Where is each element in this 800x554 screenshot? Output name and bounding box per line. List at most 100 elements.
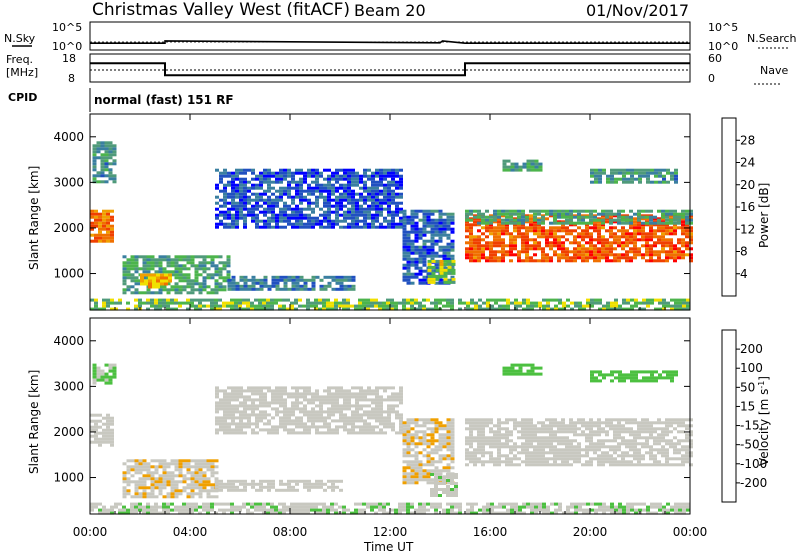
scatter-cell (287, 431, 291, 435)
scatter-cell (573, 241, 577, 245)
scatter-cell (689, 221, 693, 225)
scatter-cell (162, 465, 167, 469)
scatter-cell (90, 233, 94, 237)
scatter-cell (605, 439, 609, 443)
scatter-cell (617, 256, 621, 260)
scatter-cell (343, 183, 347, 187)
scatter-cell (637, 421, 641, 425)
scatter-cell (259, 183, 263, 187)
scatter-cell (593, 209, 597, 213)
scatter-cell (271, 425, 275, 429)
scatter-cell (387, 407, 391, 411)
scatter-cell (307, 410, 311, 414)
scatter-cell (295, 275, 300, 279)
scatter-cell (182, 459, 187, 463)
scatter-cell (359, 174, 363, 178)
scatter-cell (681, 226, 685, 230)
scatter-cell (363, 198, 367, 202)
scatter-cell (489, 226, 493, 230)
scatter-cell (665, 250, 669, 254)
scatter-cell (561, 439, 565, 443)
scatter-cell (250, 304, 254, 308)
scatter-cell (239, 416, 243, 420)
scatter-cell (210, 288, 215, 292)
scatter-cell (530, 168, 535, 172)
scatter-cell (355, 225, 359, 229)
scatter-cell (521, 421, 525, 425)
scatter-cell (379, 198, 383, 202)
scatter-cell (601, 463, 605, 467)
scatter-cell (347, 278, 352, 282)
scatter-cell (363, 180, 367, 184)
scatter-cell (142, 301, 146, 305)
scatter-cell (327, 386, 331, 390)
scatter-cell (601, 454, 605, 458)
scatter-cell (642, 174, 646, 178)
scatter-cell (150, 304, 154, 308)
scatter-cell (267, 488, 271, 492)
scatter-cell (605, 250, 609, 254)
scatter-cell (435, 277, 440, 281)
scatter-cell (481, 244, 485, 248)
scatter-cell (410, 281, 415, 285)
scatter-cell (391, 395, 395, 399)
scatter-cell (92, 159, 97, 163)
scatter-cell (239, 395, 243, 399)
scatter-cell (166, 264, 171, 268)
scatter-cell (489, 436, 493, 440)
scatter-cell (130, 480, 135, 484)
scatter-cell (168, 273, 172, 277)
scatter-cell (422, 421, 427, 425)
scatter-cell (311, 168, 315, 172)
scatter-cell (633, 430, 637, 434)
scatter-cell (541, 235, 545, 239)
scatter-cell (399, 413, 403, 417)
scatter-cell (418, 424, 423, 428)
scatter-cell (182, 465, 187, 469)
scatter-cell (625, 418, 629, 422)
scatter-cell (649, 215, 653, 219)
scatter-cell (673, 209, 677, 213)
scatter-cell (505, 460, 509, 464)
scatter-cell (142, 258, 147, 262)
scatter-cell (231, 485, 235, 489)
scatter-cell (198, 298, 202, 302)
scatter-cell (549, 448, 553, 452)
scatter-cell (414, 307, 418, 311)
scatter-cell (414, 251, 419, 255)
scatter-cell (94, 440, 98, 444)
scatter-cell (489, 439, 493, 443)
scatter-cell (255, 207, 259, 211)
scatter-cell (573, 215, 577, 219)
scatter-cell (291, 180, 295, 184)
scatter-cell (287, 192, 291, 196)
scatter-cell (375, 207, 379, 211)
scatter-cell (629, 460, 633, 464)
scatter-cell (104, 378, 109, 382)
scatter-cell (178, 492, 183, 496)
scatter-cell (521, 460, 525, 464)
scatter-cell (94, 301, 98, 305)
scatter-cell (210, 264, 215, 268)
scatter-cell (367, 386, 371, 390)
scatter-cell (533, 448, 537, 452)
scatter-cell (299, 287, 304, 291)
scatter-cell (215, 186, 219, 190)
scatter-cell (498, 298, 502, 302)
scatter-cell (529, 256, 533, 260)
scatter-cell (438, 457, 443, 461)
scatter-cell (577, 421, 581, 425)
scatter-cell (351, 428, 355, 432)
scatter-cell (315, 413, 319, 417)
scatter-cell (142, 270, 147, 274)
scatter-cell (494, 298, 498, 302)
scatter-cell (94, 422, 98, 426)
scatter-cell (681, 215, 685, 219)
scatter-cell (182, 264, 187, 268)
scatter-cell (617, 218, 621, 222)
scatter-cell (375, 386, 379, 390)
scatter-cell (689, 235, 693, 239)
scatter-cell (410, 436, 415, 440)
scatter-cell (259, 192, 263, 196)
scatter-cell (158, 291, 163, 295)
